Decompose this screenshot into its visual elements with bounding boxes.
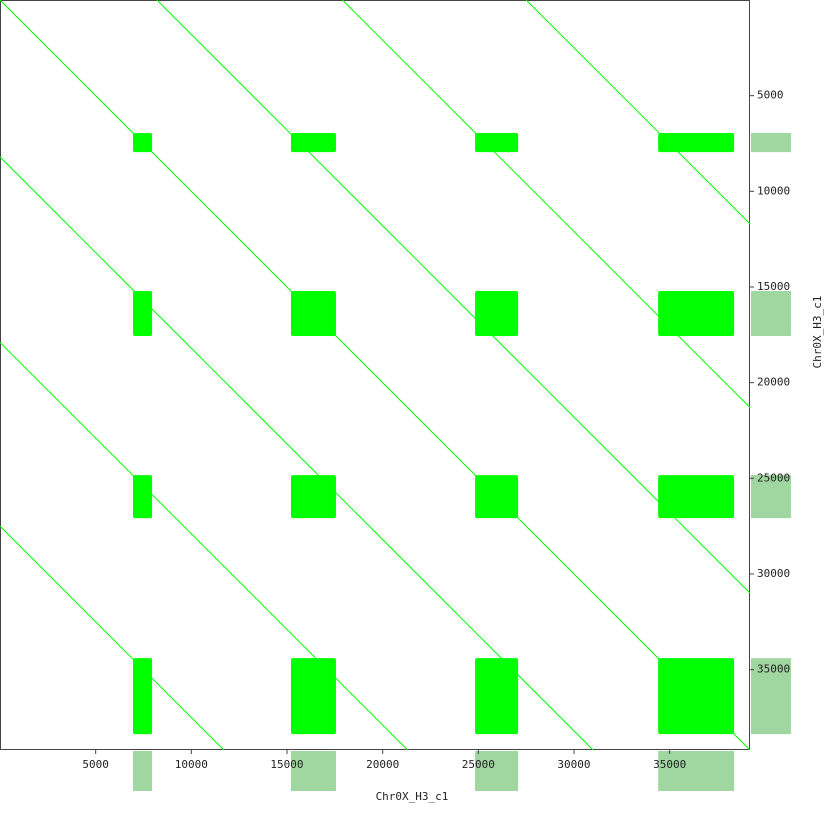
y-tick-label: 5000 bbox=[757, 89, 784, 102]
x-tick-label: 25000 bbox=[462, 758, 495, 771]
repeat-block bbox=[475, 132, 519, 153]
x-coverage-bar bbox=[475, 751, 519, 791]
alignment-line bbox=[0, 0, 751, 751]
x-tick-label: 20000 bbox=[366, 758, 399, 771]
y-coverage-bar bbox=[751, 291, 791, 336]
y-coverage-bar bbox=[751, 658, 791, 735]
y-tick-label: 15000 bbox=[757, 280, 790, 293]
repeat-block bbox=[291, 475, 336, 519]
alignment-line bbox=[0, 525, 225, 751]
x-coverage-bar bbox=[132, 751, 153, 791]
alignment-line bbox=[156, 0, 751, 594]
y-tick-label: 10000 bbox=[757, 184, 790, 197]
x-tick-label: 5000 bbox=[82, 758, 109, 771]
repeat-block bbox=[658, 291, 735, 336]
y-tick-label: 25000 bbox=[757, 471, 790, 484]
x-coverage-bar bbox=[291, 751, 336, 791]
repeat-block bbox=[475, 291, 519, 336]
x-axis-label: Chr0X_H3_c1 bbox=[376, 790, 449, 803]
y-coverage-bar bbox=[751, 475, 791, 519]
repeat-block bbox=[658, 475, 735, 519]
alignment-line bbox=[0, 342, 408, 751]
y-coverage-bar bbox=[751, 132, 791, 153]
x-tick-label: 15000 bbox=[270, 758, 303, 771]
alignment-line bbox=[525, 0, 751, 225]
repeat-block bbox=[475, 658, 519, 735]
repeat-block bbox=[291, 132, 336, 153]
repeat-block bbox=[132, 658, 153, 735]
alignment-line bbox=[0, 156, 594, 751]
repeat-block bbox=[658, 132, 735, 153]
alignment-line bbox=[342, 0, 751, 408]
x-tick-label: 10000 bbox=[175, 758, 208, 771]
repeat-block bbox=[132, 475, 153, 519]
x-coverage-bar bbox=[658, 751, 735, 791]
y-tick-label: 30000 bbox=[757, 567, 790, 580]
repeat-block bbox=[132, 291, 153, 336]
x-tick-label: 30000 bbox=[557, 758, 590, 771]
y-axis-label: Chr0X_H3_c1 bbox=[811, 296, 824, 369]
y-tick-label: 35000 bbox=[757, 663, 790, 676]
x-tick-label: 35000 bbox=[653, 758, 686, 771]
repeat-block bbox=[291, 658, 336, 735]
y-tick-label: 20000 bbox=[757, 376, 790, 389]
